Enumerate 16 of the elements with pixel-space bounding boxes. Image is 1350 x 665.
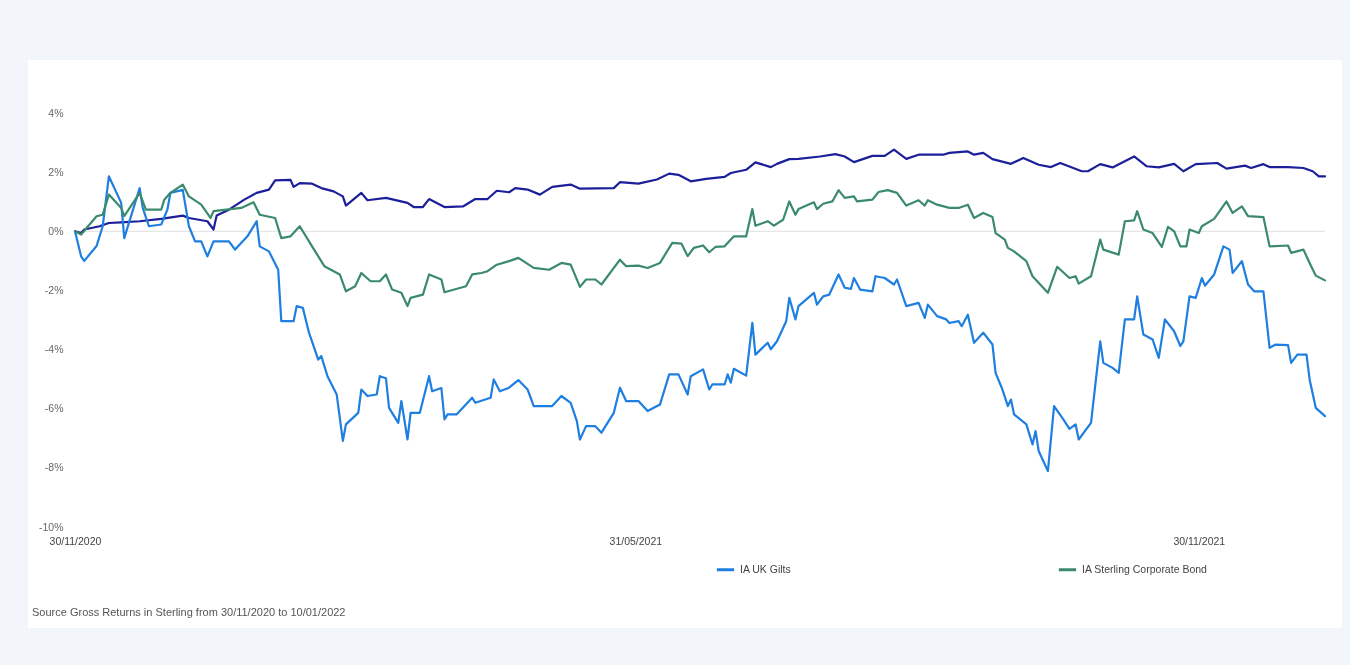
y-tick-label: -2%	[44, 283, 64, 296]
line-series	[73, 175, 1327, 473]
y-tick-label: -6%	[44, 402, 64, 415]
legend-label: IA UK Gilts	[740, 562, 791, 575]
x-tick-label: 30/11/2020	[49, 534, 102, 547]
source-note: Source Gross Returns in Sterling from 30/11/2020 to 10/01/2022	[32, 606, 346, 618]
x-tick-label: 31/05/2021	[609, 534, 663, 547]
legend-label: IA Sterling Corporate Bond	[1082, 562, 1208, 575]
x-tick-label: 30/11/2021	[1173, 534, 1226, 547]
line-series	[73, 183, 1327, 308]
y-tick-label: 2%	[48, 165, 64, 178]
y-tick-label: -4%	[44, 343, 64, 356]
y-tick-label: 0%	[48, 224, 64, 237]
y-tick-label: 4%	[48, 106, 64, 119]
y-tick-label: -8%	[44, 461, 64, 474]
y-tick-label: -10%	[38, 520, 64, 533]
